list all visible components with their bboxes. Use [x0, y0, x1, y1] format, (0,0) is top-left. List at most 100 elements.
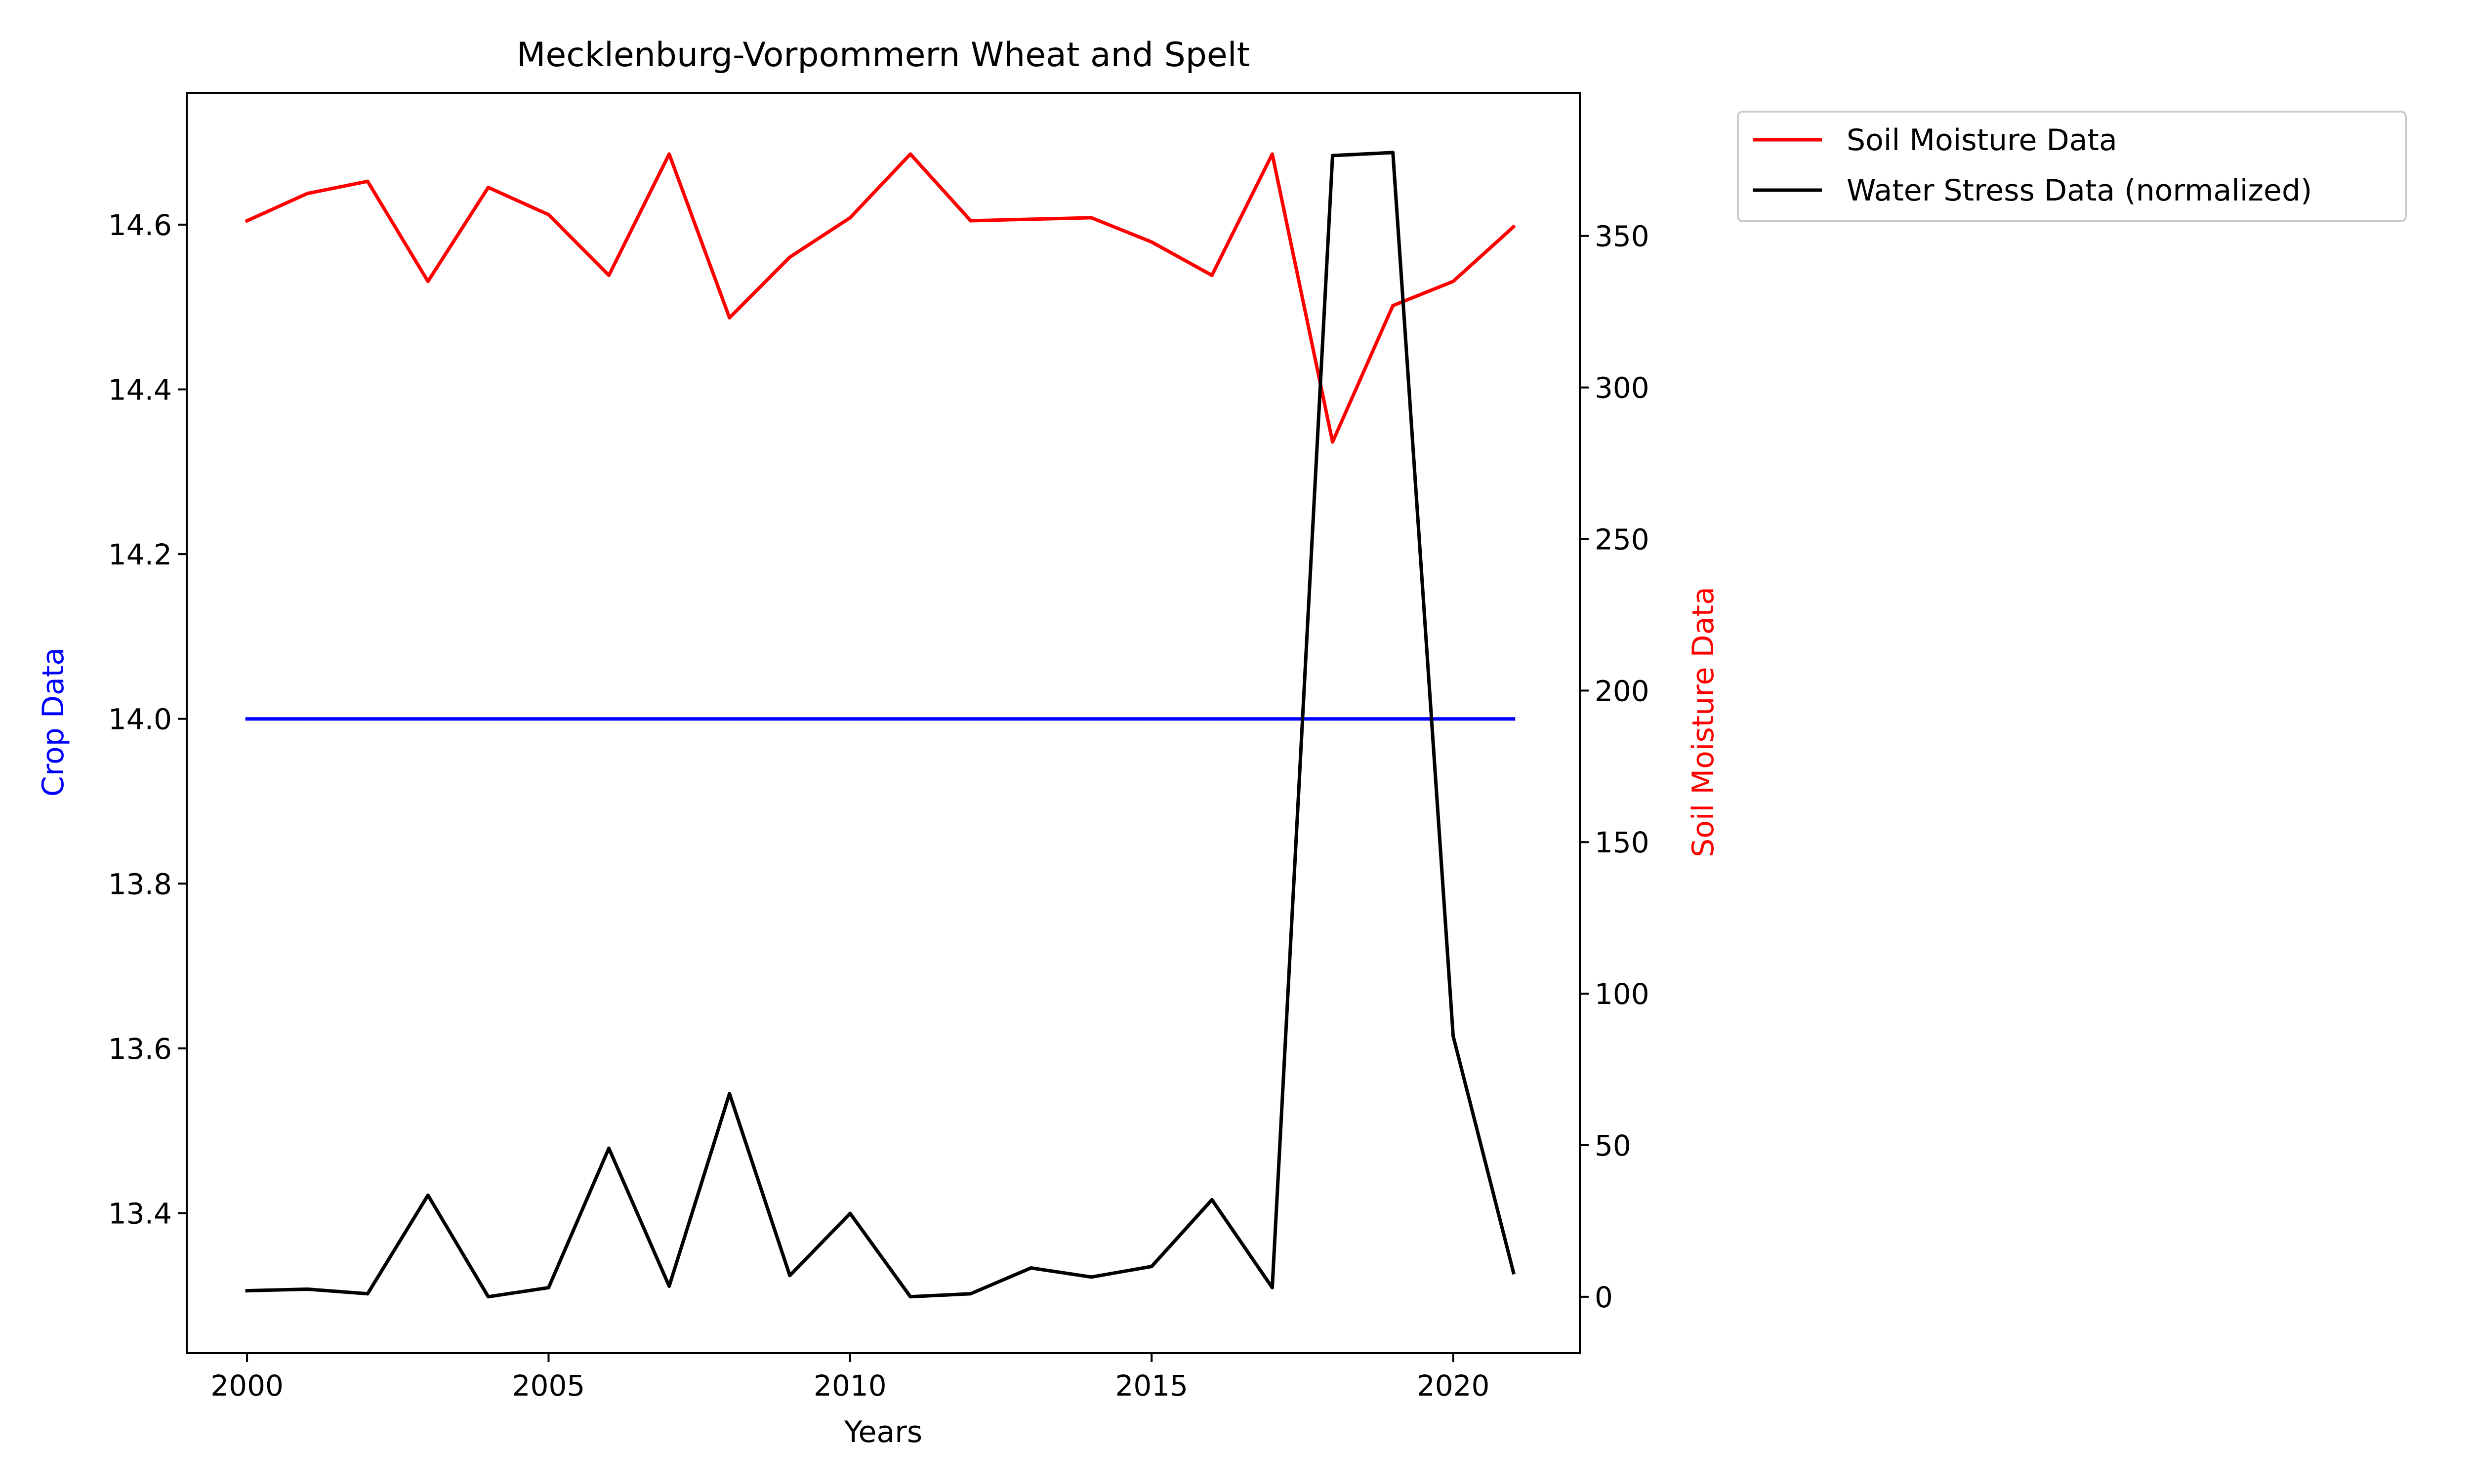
data-point-soil-2007: [667, 152, 671, 156]
data-point-crop-2000: [245, 717, 249, 721]
data-point-crop-2013: [1029, 717, 1033, 721]
data-point-stress-2012: [969, 1292, 973, 1296]
data-point-soil-2005: [547, 213, 550, 217]
x-tick-label-2000: 2000: [210, 1369, 284, 1403]
data-point-soil-2019: [1391, 304, 1395, 308]
data-point-crop-2019: [1391, 717, 1395, 721]
data-point-stress-2018: [1331, 154, 1334, 158]
left-tick-label-2: 13.8: [108, 867, 172, 901]
data-point-stress-2001: [305, 1287, 309, 1291]
right-tick-label-4: 200: [1595, 674, 1649, 708]
data-point-crop-2020: [1451, 717, 1455, 721]
data-point-stress-2004: [486, 1295, 490, 1299]
plot-frame: [186, 92, 1581, 1354]
data-point-soil-2004: [486, 186, 490, 189]
x-axis-label: Years: [844, 1415, 922, 1449]
data-point-soil-2016: [1210, 274, 1214, 277]
data-point-stress-2000: [245, 1289, 249, 1293]
left-tick-label-5: 14.4: [108, 373, 172, 406]
left-tick-label-1: 13.6: [108, 1032, 172, 1066]
right-tick-label-1: 50: [1595, 1129, 1631, 1163]
data-point-crop-2015: [1150, 717, 1153, 721]
right-tick-label-0: 0: [1595, 1281, 1613, 1314]
data-point-soil-2006: [607, 274, 611, 277]
data-point-soil-2013: [1029, 217, 1033, 221]
legend: Soil Moisture Data Water Stress Data (no…: [1737, 111, 2407, 222]
data-point-soil-2009: [788, 255, 792, 259]
data-point-stress-2007: [667, 1284, 671, 1288]
data-point-crop-2008: [728, 717, 732, 721]
data-point-soil-2021: [1512, 225, 1516, 229]
right-tick-label-7: 350: [1595, 220, 1649, 253]
left-tick-label-4: 14.2: [108, 538, 172, 571]
data-point-stress-2013: [1029, 1266, 1033, 1270]
data-point-stress-2019: [1391, 151, 1395, 155]
data-point-stress-2009: [788, 1274, 792, 1278]
data-point-stress-2010: [848, 1211, 852, 1215]
data-point-stress-2017: [1270, 1285, 1274, 1289]
legend-frame: [1737, 111, 2407, 222]
data-point-stress-2006: [607, 1146, 611, 1150]
data-point-crop-2011: [908, 717, 912, 721]
right-tick-label-2: 100: [1595, 977, 1649, 1011]
data-point-crop-2017: [1270, 717, 1274, 721]
data-point-crop-2003: [426, 717, 430, 721]
data-point-soil-2008: [728, 316, 732, 320]
data-point-stress-2015: [1150, 1265, 1153, 1268]
data-point-soil-2003: [426, 280, 430, 283]
data-point-crop-2005: [547, 717, 550, 721]
data-point-soil-2014: [1089, 216, 1093, 220]
data-point-stress-2003: [426, 1193, 430, 1197]
chart-title: Mecklenburg-Vorpommern Wheat and Spelt: [517, 36, 1250, 75]
data-point-crop-2010: [848, 717, 852, 721]
data-point-soil-2002: [366, 179, 370, 183]
data-point-crop-2007: [667, 717, 671, 721]
data-point-soil-2012: [969, 219, 973, 223]
data-point-soil-2010: [848, 216, 852, 220]
data-point-crop-2002: [366, 717, 370, 721]
data-point-soil-2020: [1451, 280, 1455, 283]
data-point-stress-2008: [728, 1092, 732, 1096]
data-point-stress-2020: [1451, 1034, 1455, 1038]
series-line-soil: [245, 152, 1516, 444]
left-tick-label-0: 13.4: [108, 1197, 172, 1230]
data-point-stress-2011: [908, 1295, 912, 1299]
right-axis-label: Soil Moisture Data: [1686, 587, 1721, 857]
right-tick-label-5: 250: [1595, 522, 1649, 556]
data-point-stress-2021: [1512, 1271, 1516, 1275]
data-point-crop-2004: [486, 717, 490, 721]
data-point-stress-2014: [1089, 1275, 1093, 1279]
data-point-crop-2009: [788, 717, 792, 721]
right-tick-label-3: 150: [1595, 826, 1649, 859]
x-tick-label-2015: 2015: [1115, 1369, 1188, 1403]
data-point-soil-2017: [1270, 152, 1274, 156]
x-tick-label-2005: 2005: [512, 1369, 585, 1403]
data-point-crop-2021: [1512, 717, 1516, 721]
legend-label-soil-moisture: Soil Moisture Data: [1847, 123, 2117, 158]
axes-layer: 2000 2005 2010 2015 202013.413.613.814.014.2…: [108, 92, 1649, 1403]
left-tick-label-3: 14.0: [108, 703, 172, 736]
data-point-soil-2011: [908, 152, 912, 156]
data-point-crop-2014: [1089, 717, 1093, 721]
data-point-crop-2018: [1331, 717, 1334, 721]
series-line-stress: [245, 151, 1516, 1299]
data-point-soil-2000: [245, 219, 249, 223]
data-point-crop-2012: [969, 717, 973, 721]
data-point-stress-2002: [366, 1292, 370, 1296]
data-point-soil-2001: [305, 192, 309, 196]
left-axis-label: Crop Data: [36, 647, 71, 797]
data-point-crop-2001: [305, 717, 309, 721]
series-layer: [245, 151, 1516, 1299]
left-tick-label-6: 14.6: [108, 208, 172, 242]
data-point-stress-2005: [547, 1285, 550, 1289]
data-point-crop-2006: [607, 717, 611, 721]
data-point-soil-2015: [1150, 240, 1153, 244]
legend-label-water-stress: Water Stress Data (normalized): [1847, 173, 2312, 208]
x-tick-label-2010: 2010: [814, 1369, 887, 1403]
right-tick-label-6: 300: [1595, 371, 1649, 405]
data-point-soil-2018: [1331, 440, 1334, 444]
data-point-stress-2016: [1210, 1198, 1214, 1202]
x-tick-label-2020: 2020: [1417, 1369, 1490, 1403]
